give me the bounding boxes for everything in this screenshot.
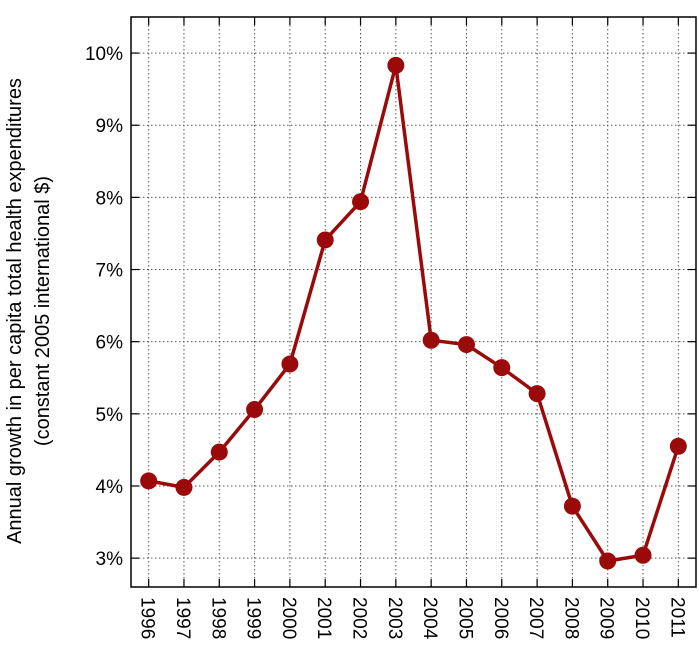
data-point bbox=[634, 546, 652, 564]
data-point bbox=[493, 359, 511, 377]
x-tick-label: 2001 bbox=[313, 597, 334, 639]
y-tick-label: 9% bbox=[96, 116, 124, 137]
y-axis: 3% 4% 5% 6% 7% 8% 9% 10% bbox=[85, 44, 696, 570]
x-tick-label: 1997 bbox=[172, 597, 193, 639]
y-tick-label: 5% bbox=[96, 405, 124, 426]
data-point bbox=[457, 336, 475, 354]
x-tick-label: 2011 bbox=[666, 597, 687, 638]
data-point bbox=[599, 552, 617, 570]
x-tick-label: 2002 bbox=[349, 597, 370, 639]
y-tick-label: 7% bbox=[96, 261, 124, 282]
x-tick-label: 2005 bbox=[454, 597, 475, 639]
x-tick-label: 1999 bbox=[243, 597, 264, 639]
series-growth bbox=[140, 56, 687, 570]
x-axis: 1996 1997 1998 1999 2000 2001 2002 2003 2004 2005… bbox=[137, 17, 687, 640]
data-point bbox=[387, 56, 405, 74]
y-axis-label: Annual growth in per capita total health… bbox=[4, 78, 54, 544]
plot-frame bbox=[130, 16, 697, 588]
y-axis-label-line-1: Annual growth in per capita total health… bbox=[4, 78, 26, 544]
y-tick-label: 4% bbox=[96, 477, 124, 498]
x-tick-label: 2007 bbox=[525, 597, 546, 639]
data-point bbox=[210, 443, 228, 461]
y-tick-label: 3% bbox=[96, 549, 124, 570]
data-point bbox=[422, 331, 440, 349]
data-point bbox=[563, 497, 581, 515]
data-point bbox=[175, 478, 193, 496]
data-point bbox=[281, 355, 299, 373]
x-tick-label: 2000 bbox=[278, 597, 299, 639]
x-tick-label: 2006 bbox=[490, 597, 511, 639]
x-tick-label: 2009 bbox=[596, 597, 617, 639]
x-tick-label: 1996 bbox=[137, 597, 158, 639]
x-tick-label: 2008 bbox=[560, 597, 581, 639]
data-point bbox=[140, 472, 158, 490]
x-tick-label: 2004 bbox=[419, 597, 440, 640]
grid bbox=[131, 17, 696, 587]
data-point bbox=[528, 385, 546, 403]
series-line bbox=[148, 63, 680, 563]
data-point bbox=[669, 437, 687, 455]
x-tick-label: 2010 bbox=[631, 597, 652, 639]
y-axis-label-line-2: (constant 2005 international $) bbox=[32, 176, 54, 446]
y-tick-label: 8% bbox=[96, 188, 124, 209]
y-tick-label: 10% bbox=[85, 44, 123, 65]
data-point bbox=[316, 231, 334, 249]
data-point bbox=[352, 193, 370, 211]
x-tick-label: 2003 bbox=[384, 597, 405, 639]
y-tick-label: 6% bbox=[96, 333, 124, 354]
x-tick-label: 1998 bbox=[207, 597, 228, 639]
data-point bbox=[246, 401, 264, 419]
